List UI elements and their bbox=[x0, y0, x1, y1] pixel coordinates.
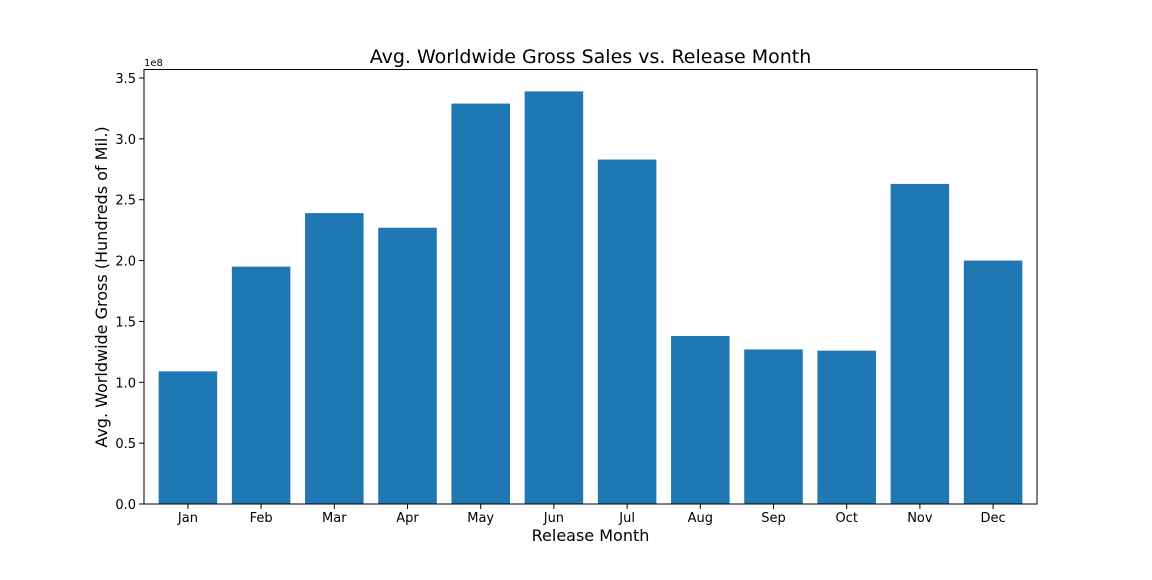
bars-layer bbox=[158, 91, 1023, 504]
x-axis: Jan Feb Mar Apr May Jun Jul Aug Sep Oct Nov Dec bbox=[177, 504, 1006, 526]
bar-dec bbox=[963, 260, 1023, 504]
x-tick-label-nov: Nov bbox=[907, 511, 933, 526]
bar-sep bbox=[744, 349, 803, 504]
x-tick-label-oct: Oct bbox=[835, 511, 857, 526]
bar-apr bbox=[378, 227, 437, 504]
x-tick-label-dec: Dec bbox=[981, 511, 1006, 526]
chart-title: Avg. Worldwide Gross Sales vs. Release M… bbox=[370, 46, 812, 68]
x-tick-label-jul: Jul bbox=[618, 511, 635, 526]
bar-nov bbox=[890, 183, 950, 504]
bar-aug bbox=[671, 336, 730, 504]
y-tick-label: 0.0 bbox=[115, 498, 136, 513]
bar-jul bbox=[597, 159, 657, 504]
y-offset-label: 1e8 bbox=[144, 58, 163, 69]
bar-jan bbox=[158, 371, 218, 504]
x-tick-label-jan: Jan bbox=[177, 511, 198, 526]
x-tick-label-mar: Mar bbox=[322, 511, 347, 526]
y-tick-label: 2.5 bbox=[115, 194, 136, 209]
bar-may bbox=[451, 103, 510, 504]
y-axis: 0.0 0.5 1.0 1.5 2.0 2.5 3.0 3.5 bbox=[115, 72, 144, 513]
plot-frame bbox=[143, 69, 1038, 505]
x-tick-label-sep: Sep bbox=[761, 511, 786, 526]
y-tick-label: 0.5 bbox=[115, 437, 136, 452]
y-axis-label: Avg. Worldwide Gross (Hundreds of Mil.) bbox=[92, 126, 111, 447]
x-tick-label-apr: Apr bbox=[396, 511, 419, 526]
x-tick-label-jun: Jun bbox=[543, 511, 564, 526]
bar-feb bbox=[231, 266, 291, 504]
x-tick-label-may: May bbox=[467, 511, 494, 526]
x-tick-label-aug: Aug bbox=[688, 511, 713, 526]
y-tick-label: 3.0 bbox=[115, 133, 136, 148]
bar-mar bbox=[305, 213, 364, 504]
x-tick-label-feb: Feb bbox=[250, 511, 273, 526]
y-tick-label: 2.0 bbox=[115, 255, 136, 270]
y-tick-label: 3.5 bbox=[115, 72, 136, 87]
y-tick-label: 1.5 bbox=[115, 315, 136, 330]
x-axis-label: Release Month bbox=[532, 526, 650, 545]
y-tick-label: 1.0 bbox=[115, 376, 136, 391]
bar-jun bbox=[524, 91, 584, 504]
bar-oct bbox=[817, 350, 876, 504]
